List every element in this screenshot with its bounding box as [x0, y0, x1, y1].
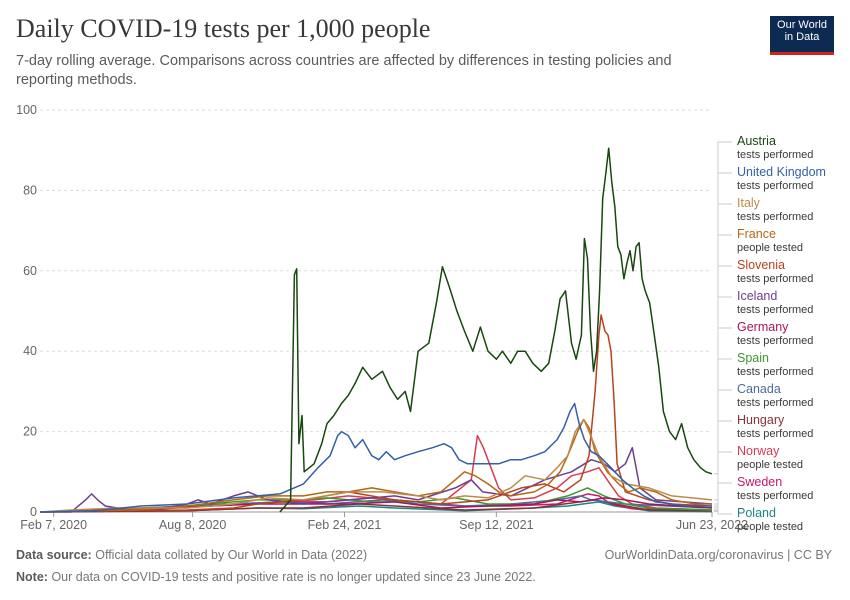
series-lines [39, 147, 713, 513]
legend-metric: tests performed [737, 490, 814, 502]
legend-connector-austria [714, 141, 732, 475]
legend-country: Hungary [737, 413, 785, 427]
logo-line-2: in Data [784, 31, 820, 43]
series-line-united-kingdom [39, 402, 712, 513]
legend-connectors [714, 141, 732, 515]
legend-country: Spain [737, 351, 769, 365]
legend-metric: people tested [737, 459, 804, 471]
legend-country: France [737, 227, 776, 241]
legend-item-united-kingdom[interactable]: United Kingdom tests performed [737, 165, 826, 193]
legend-connector-united-kingdom [714, 172, 732, 507]
footer-source: Data source: Official data collated by O… [16, 548, 367, 562]
legend-country: Norway [737, 444, 780, 458]
series-line-austria [279, 147, 713, 513]
series-line-slovenia [39, 314, 713, 513]
legend-metric: tests performed [737, 304, 814, 316]
legend-country: Austria [737, 134, 776, 148]
legend-item-hungary[interactable]: Hungary tests performed [737, 413, 813, 441]
legend-connector-norway [714, 451, 732, 511]
legend-metric: tests performed [737, 428, 814, 440]
series-line-france [39, 418, 712, 513]
legend-connector-poland [714, 511, 732, 515]
x-tick-label: Feb 7, 2020 [20, 518, 87, 532]
legend-item-slovenia[interactable]: Slovenia tests performed [737, 258, 813, 286]
legend-country: Iceland [737, 289, 778, 303]
logo-accent-bar [770, 52, 834, 55]
legend-metric: tests performed [737, 180, 814, 192]
legend-connector-france [714, 234, 732, 505]
series-line-hungary [39, 499, 713, 513]
legend-connector-slovenia [714, 265, 732, 507]
y-tick-label: 80 [23, 183, 37, 197]
logo-line-1: Our World [777, 19, 827, 31]
legend-item-norway[interactable]: Norway people tested [737, 444, 803, 472]
legend-connector-canada [714, 389, 732, 509]
x-axis: Feb 7, 2020 Aug 8, 2020 Feb 24, 2021 Sep 12… [20, 512, 748, 532]
legend-country: United Kingdom [737, 165, 826, 179]
y-tick-label: 60 [23, 264, 37, 278]
y-tick-label: 0 [30, 505, 37, 519]
legend-metric: people tested [737, 521, 804, 533]
legend-item-austria[interactable]: Austria tests performed [737, 134, 813, 162]
footer-attribution[interactable]: OurWorldinData.org/coronavirus | CC BY [604, 548, 832, 562]
grid-lines [40, 109, 712, 513]
legend-item-france[interactable]: France people tested [737, 227, 803, 255]
x-tick-label: Feb 24, 2021 [308, 518, 382, 532]
legend-metric: tests performed [737, 366, 814, 378]
legend-country: Canada [737, 382, 781, 396]
note-text: Our data on COVID-19 tests and positive … [51, 570, 536, 584]
x-tick-label: Jun 23, 2022 [676, 518, 748, 532]
x-tick-label: Aug 8, 2020 [159, 518, 226, 532]
legend-metric: tests performed [737, 211, 814, 223]
chart-title: Daily COVID-19 tests per 1,000 people [16, 14, 431, 43]
y-tick-label: 100 [16, 103, 37, 117]
legend-metric: tests performed [737, 149, 814, 161]
footer-note: Note: Our data on COVID-19 tests and pos… [16, 570, 536, 584]
legend-item-sweden[interactable]: Sweden tests performed [737, 475, 813, 503]
legend-item-spain[interactable]: Spain tests performed [737, 351, 813, 379]
legend-connector-hungary [714, 420, 732, 512]
legend-metric: tests performed [737, 397, 814, 409]
legend-connector-italy [714, 203, 732, 501]
legend-connector-germany [714, 327, 732, 509]
legend-metric: people tested [737, 242, 804, 254]
legend-country: Italy [737, 196, 760, 210]
legend-country: Sweden [737, 475, 783, 489]
legend-item-poland[interactable]: Poland people tested [737, 506, 803, 534]
legend-metric: tests performed [737, 335, 814, 347]
legend-item-canada[interactable]: Canada tests performed [737, 382, 813, 410]
y-axis-ticks: 0 20 40 60 80 100 [16, 103, 37, 519]
legend-country: Germany [737, 320, 789, 334]
note-label: Note: [16, 570, 48, 584]
legend-country: Slovenia [737, 258, 785, 272]
legend-country: Poland [737, 506, 776, 520]
legend-connector-sweden [714, 482, 732, 512]
series-line-italy [39, 418, 713, 513]
legend-metric: tests performed [737, 273, 814, 285]
source-label: Data source: [16, 548, 92, 562]
legend-item-italy[interactable]: Italy tests performed [737, 196, 813, 224]
y-tick-label: 40 [23, 344, 37, 358]
legend-item-iceland[interactable]: Iceland tests performed [737, 289, 813, 317]
y-tick-label: 20 [23, 425, 37, 439]
legend-item-germany[interactable]: Germany tests performed [737, 320, 813, 348]
owid-logo[interactable]: Our World in Data [770, 16, 834, 55]
x-tick-label: Sep 12, 2021 [459, 518, 533, 532]
source-text: Official data collated by Our World in D… [95, 548, 368, 562]
legend-connector-spain [714, 358, 732, 511]
chart-subtitle: 7-day rolling average. Comparisons acros… [16, 53, 672, 88]
